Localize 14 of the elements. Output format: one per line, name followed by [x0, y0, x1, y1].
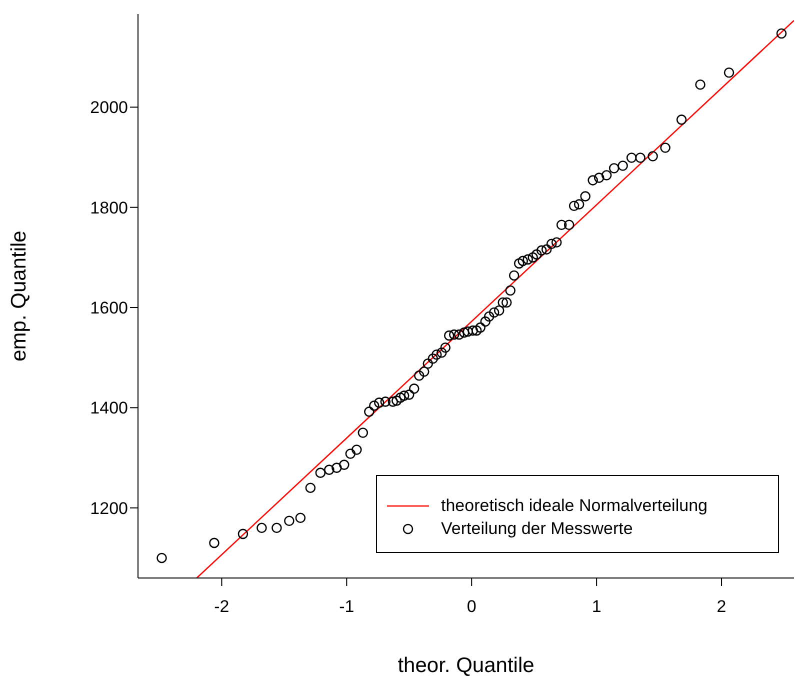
x-tick-label: 0 [466, 597, 476, 616]
x-tick-label: -2 [214, 597, 230, 616]
legend-label: Verteilung der Messwerte [441, 518, 633, 538]
x-tick-label: 1 [592, 597, 602, 616]
y-tick-label: 2000 [90, 98, 128, 118]
y-axis-title: emp. Quantile [7, 230, 30, 362]
x-tick-label: 2 [716, 597, 726, 616]
y-tick-label: 1600 [90, 298, 128, 318]
x-tick-label: -1 [339, 597, 354, 616]
y-tick-label: 1200 [90, 498, 128, 518]
legend-label: theoretisch ideale Normalverteilung [441, 496, 708, 516]
y-tick-label: 1400 [90, 398, 128, 418]
y-tick-label: 1800 [90, 198, 128, 218]
x-axis-title: theor. Quantile [398, 654, 534, 677]
